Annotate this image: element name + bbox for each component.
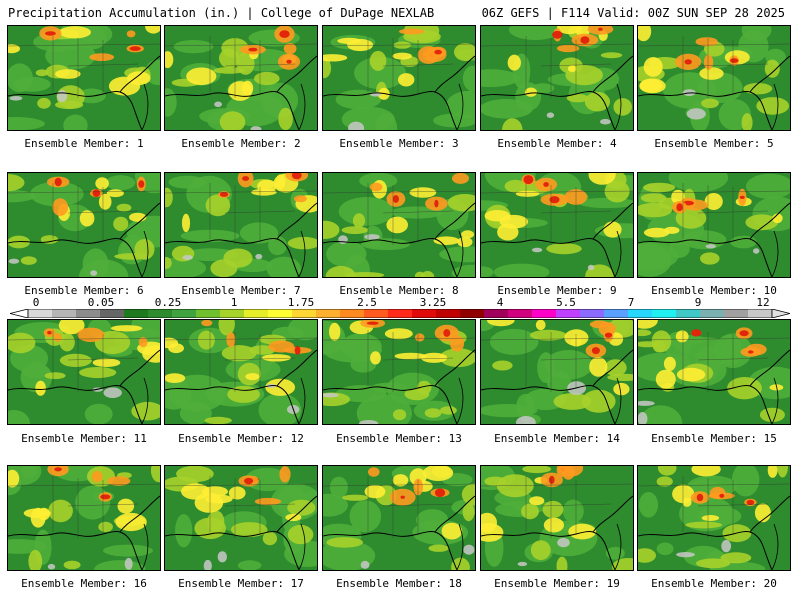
colorbar-segment [604, 309, 629, 318]
colorbar-segment [460, 309, 485, 318]
colorbar-segment [340, 309, 365, 318]
ensemble-member-map [637, 465, 791, 571]
ensemble-member-label: Ensemble Member: 19 [494, 577, 620, 590]
precipitation-colorbar [10, 309, 790, 318]
colorbar-segment [292, 309, 317, 318]
ensemble-member-map [7, 319, 161, 425]
ensemble-member-label: Ensemble Member: 8 [339, 284, 459, 297]
colorbar-segment [388, 309, 413, 318]
colorbar-tick-label: 2.5 [357, 296, 377, 309]
colorbar-tick-label: 3.25 [419, 296, 447, 309]
colorbar-segment [700, 309, 725, 318]
ensemble-member-map [480, 172, 634, 278]
colorbar-segment [100, 309, 125, 318]
ensemble-member-map [322, 25, 476, 131]
colorbar-tick-label: 0.25 [154, 296, 182, 309]
colorbar-segment [676, 309, 701, 318]
colorbar-segment [628, 309, 653, 318]
ensemble-member-map [164, 465, 318, 571]
colorbar-segment [556, 309, 581, 318]
colorbar-segment [436, 309, 461, 318]
ensemble-member-label: Ensemble Member: 1 [24, 137, 144, 150]
colorbar-segment [532, 309, 557, 318]
colorbar-segment [172, 309, 197, 318]
colorbar-segment [724, 309, 749, 318]
colorbar-segment [220, 309, 245, 318]
colorbar-tick-label: 1.75 [287, 296, 315, 309]
ensemble-member-label: Ensemble Member: 15 [651, 432, 777, 445]
colorbar-segment [316, 309, 341, 318]
ensemble-member-map [7, 25, 161, 131]
ensemble-member-label: Ensemble Member: 10 [651, 284, 777, 297]
colorbar-tick-label: 1 [230, 296, 238, 309]
ensemble-member-label: Ensemble Member: 13 [336, 432, 462, 445]
colorbar-segment [28, 309, 53, 318]
ensemble-member-label: Ensemble Member: 12 [178, 432, 304, 445]
colorbar-segment [748, 309, 773, 318]
ensemble-member-label: Ensemble Member: 6 [24, 284, 144, 297]
colorbar-segment [412, 309, 437, 318]
run-valid-time: 06Z GEFS | F114 Valid: 00Z SUN SEP 28 20… [481, 6, 785, 20]
colorbar-segment [196, 309, 221, 318]
colorbar-segment [652, 309, 677, 318]
colorbar-tick-label: 5.5 [556, 296, 576, 309]
ensemble-member-label: Ensemble Member: 4 [497, 137, 617, 150]
colorbar-tick-label: 0.05 [87, 296, 115, 309]
ensemble-member-map [480, 319, 634, 425]
ensemble-member-map [164, 25, 318, 131]
ensemble-member-map [7, 172, 161, 278]
ensemble-member-map [637, 172, 791, 278]
colorbar-segment [76, 309, 101, 318]
ensemble-member-label: Ensemble Member: 7 [181, 284, 301, 297]
ensemble-member-label: Ensemble Member: 14 [494, 432, 620, 445]
ensemble-member-map [480, 465, 634, 571]
ensemble-member-label: Ensemble Member: 2 [181, 137, 301, 150]
colorbar-segment [148, 309, 173, 318]
colorbar-tick-label: 4 [496, 296, 504, 309]
colorbar-tick-label: 12 [756, 296, 770, 309]
ensemble-member-map [322, 172, 476, 278]
ensemble-member-label: Ensemble Member: 18 [336, 577, 462, 590]
colorbar-segment [364, 309, 389, 318]
colorbar-segment [484, 309, 509, 318]
colorbar-segment [244, 309, 269, 318]
ensemble-member-map [164, 172, 318, 278]
ensemble-member-label: Ensemble Member: 9 [497, 284, 617, 297]
colorbar-segment [508, 309, 533, 318]
colorbar-segment [52, 309, 77, 318]
ensemble-member-label: Ensemble Member: 5 [654, 137, 774, 150]
ensemble-member-label: Ensemble Member: 20 [651, 577, 777, 590]
colorbar-segment [580, 309, 605, 318]
ensemble-member-map [637, 319, 791, 425]
map-title: Precipitation Accumulation (in.) | Colle… [8, 6, 435, 20]
ensemble-member-label: Ensemble Member: 3 [339, 137, 459, 150]
ensemble-member-map [322, 465, 476, 571]
ensemble-member-label: Ensemble Member: 17 [178, 577, 304, 590]
ensemble-member-map [322, 319, 476, 425]
ensemble-member-map [480, 25, 634, 131]
colorbar-tick-label: 0 [32, 296, 40, 309]
colorbar-segment [268, 309, 293, 318]
ensemble-member-map [637, 25, 791, 131]
colorbar-tick-label: 7 [627, 296, 635, 309]
colorbar-tick-label: 9 [694, 296, 702, 309]
ensemble-member-label: Ensemble Member: 11 [21, 432, 147, 445]
ensemble-member-label: Ensemble Member: 16 [21, 577, 147, 590]
ensemble-member-map [7, 465, 161, 571]
ensemble-member-map [164, 319, 318, 425]
colorbar-segment [124, 309, 149, 318]
